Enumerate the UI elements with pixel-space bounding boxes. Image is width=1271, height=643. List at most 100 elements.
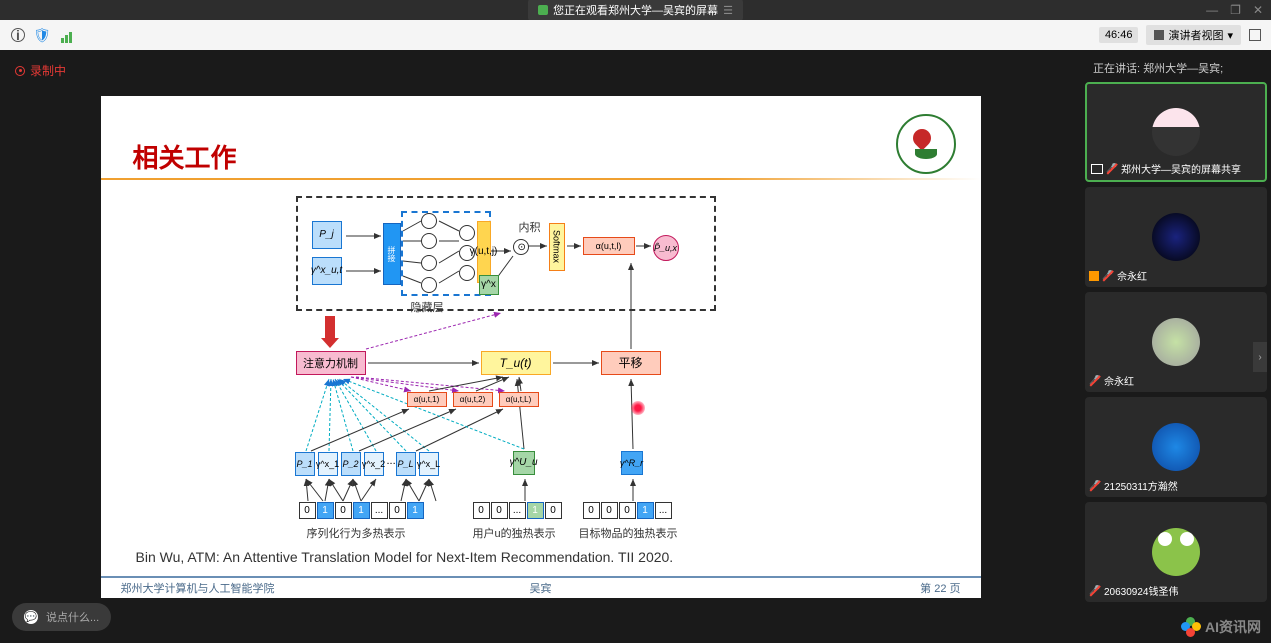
node-translate: 平移 — [601, 351, 661, 375]
fullscreen-icon[interactable] — [1249, 29, 1261, 41]
bit: 0 — [545, 502, 562, 519]
bit: 1 — [637, 502, 654, 519]
footer-right: 第 22 页 — [920, 580, 960, 596]
bit: ... — [371, 502, 388, 519]
node-green-top: γ^x — [479, 275, 499, 295]
footer-center: 吴宾 — [530, 580, 552, 596]
participant-name: 21250311方瀚然 — [1089, 478, 1178, 493]
close-button[interactable]: ✕ — [1253, 3, 1263, 17]
sharing-notice: 您正在观看郑州大学—吴宾的屏幕 ☰ — [528, 0, 743, 21]
speaking-indicator: 正在讲话: 郑州大学—吴宾; — [1085, 54, 1267, 82]
bit: ... — [655, 502, 672, 519]
avatar — [1152, 423, 1200, 471]
toolbar: i 🛡 46:46 演讲者视图 ▾ — [0, 20, 1271, 50]
screen-share-icon — [1091, 164, 1103, 174]
participant-tile[interactable]: 21250311方瀚然 — [1085, 397, 1267, 497]
menu-icon[interactable]: ☰ — [723, 4, 733, 17]
red-arrow-icon — [323, 316, 337, 348]
record-icon — [15, 66, 25, 76]
participant-tile[interactable]: 佘永红 — [1085, 187, 1267, 287]
mlp-node — [421, 213, 437, 229]
chat-input[interactable]: 💬 说点什么... — [12, 603, 111, 631]
node-yL: γ^x_L — [419, 452, 439, 476]
bit: 1 — [353, 502, 370, 519]
mic-muted-icon — [1102, 270, 1114, 282]
slide-title: 相关工作 — [133, 138, 237, 175]
mlp-node — [421, 255, 437, 271]
toolbar-right: 46:46 演讲者视图 ▾ — [1099, 25, 1261, 45]
timer: 46:46 — [1099, 27, 1139, 43]
recording-indicator: 录制中 — [15, 62, 66, 79]
mic-muted-icon — [1106, 163, 1118, 175]
participants-panel: 正在讲话: 郑州大学—吴宾; 郑州大学—吴宾的屏幕共享 佘永红 佘永红 › — [1081, 50, 1271, 643]
avatar — [1152, 213, 1200, 261]
sharing-text: 您正在观看郑州大学—吴宾的屏幕 — [553, 2, 718, 18]
slide-container: 录制中 相关工作 — [0, 50, 1081, 643]
participant-tile[interactable]: 20630924钱圣伟 — [1085, 502, 1267, 602]
node-yu: γ^U_u — [513, 451, 535, 475]
minimize-button[interactable]: — — [1206, 3, 1218, 17]
collapse-panel-button[interactable]: › — [1253, 342, 1267, 372]
shield-icon[interactable]: 🛡 — [34, 27, 50, 43]
diagram: P_j γ^x_u,t 拼接 隐藏层 γ(u,t,j) 内积 ⊙ γ^x Sof… — [281, 191, 851, 536]
node-y2: γ^x_2 — [364, 452, 384, 476]
inner-product-label: 内积 — [519, 219, 541, 235]
mic-muted-icon — [1089, 375, 1101, 387]
participant-name: 20630924钱圣伟 — [1089, 583, 1179, 598]
info-icon[interactable]: i — [10, 27, 26, 43]
hidden-layer-label: 隐藏层 — [411, 299, 444, 315]
bit: 1 — [407, 502, 424, 519]
watermark-logo-icon — [1181, 617, 1201, 637]
participant-name: 佘永红 — [1089, 373, 1134, 388]
bit: 1 — [317, 502, 334, 519]
node-attention: 注意力机制 — [296, 351, 366, 375]
bit: 1 — [527, 502, 544, 519]
chat-icon: 💬 — [24, 610, 38, 624]
target-label: 目标物品的独热表示 — [579, 525, 678, 541]
seq-label: 序列化行为多热表示 — [307, 525, 406, 541]
node-alpha-1: α(u,t,1) — [407, 392, 447, 407]
node-alpha-L: α(u,t,L) — [499, 392, 539, 407]
view-mode-button[interactable]: 演讲者视图 ▾ — [1146, 25, 1241, 45]
mic-active-icon — [538, 5, 548, 15]
node-PL: P_L — [396, 452, 416, 476]
node-yr: γ^R_r — [621, 451, 643, 475]
avatar — [1152, 528, 1200, 576]
node-y1: γ^x_1 — [318, 452, 338, 476]
top-bar: 您正在观看郑州大学—吴宾的屏幕 ☰ — ❐ ✕ — [0, 0, 1271, 20]
node-alpha: α(u,t,l) — [583, 237, 635, 255]
node-alpha-2: α(u,t,2) — [453, 392, 493, 407]
participant-tile[interactable]: 郑州大学—吴宾的屏幕共享 — [1085, 82, 1267, 182]
bit: 0 — [601, 502, 618, 519]
title-underline — [101, 178, 981, 180]
signal-icon — [58, 27, 74, 43]
node-Tu: T_u(t) — [481, 351, 551, 375]
laser-pointer-icon — [631, 401, 645, 415]
user-label: 用户u的独热表示 — [473, 525, 556, 541]
node-P1: P_1 — [295, 452, 315, 476]
node-softmax: Softmax — [549, 223, 565, 271]
badge-icon — [1089, 271, 1099, 281]
node-merge: 拼接 — [383, 223, 401, 285]
participant-name: 郑州大学—吴宾的屏幕共享 — [1091, 161, 1241, 176]
bit: ... — [509, 502, 526, 519]
avatar — [1152, 318, 1200, 366]
slide-footer: 郑州大学计算机与人工智能学院 吴宾 第 22 页 — [101, 576, 981, 598]
participant-tile[interactable]: 佘永红 › — [1085, 292, 1267, 392]
bit: 0 — [491, 502, 508, 519]
mlp-node — [421, 233, 437, 249]
window-controls: — ❐ ✕ — [1206, 3, 1263, 17]
node-gamma-x: γ^x_u,t — [312, 257, 342, 285]
mlp-node — [421, 277, 437, 293]
mic-muted-icon — [1089, 585, 1101, 597]
node-Pj: P_j — [312, 221, 342, 249]
node-yellow: γ(u,t,j) — [477, 221, 491, 283]
watermark: AI资讯网 — [1181, 617, 1261, 637]
chat-placeholder: 说点什么... — [46, 609, 99, 625]
avatar — [1152, 108, 1200, 156]
main-area: 录制中 相关工作 — [0, 50, 1271, 643]
participant-name: 佘永红 — [1089, 268, 1147, 283]
maximize-button[interactable]: ❐ — [1230, 3, 1241, 17]
university-logo — [896, 114, 956, 174]
slide: 相关工作 — [101, 96, 981, 598]
